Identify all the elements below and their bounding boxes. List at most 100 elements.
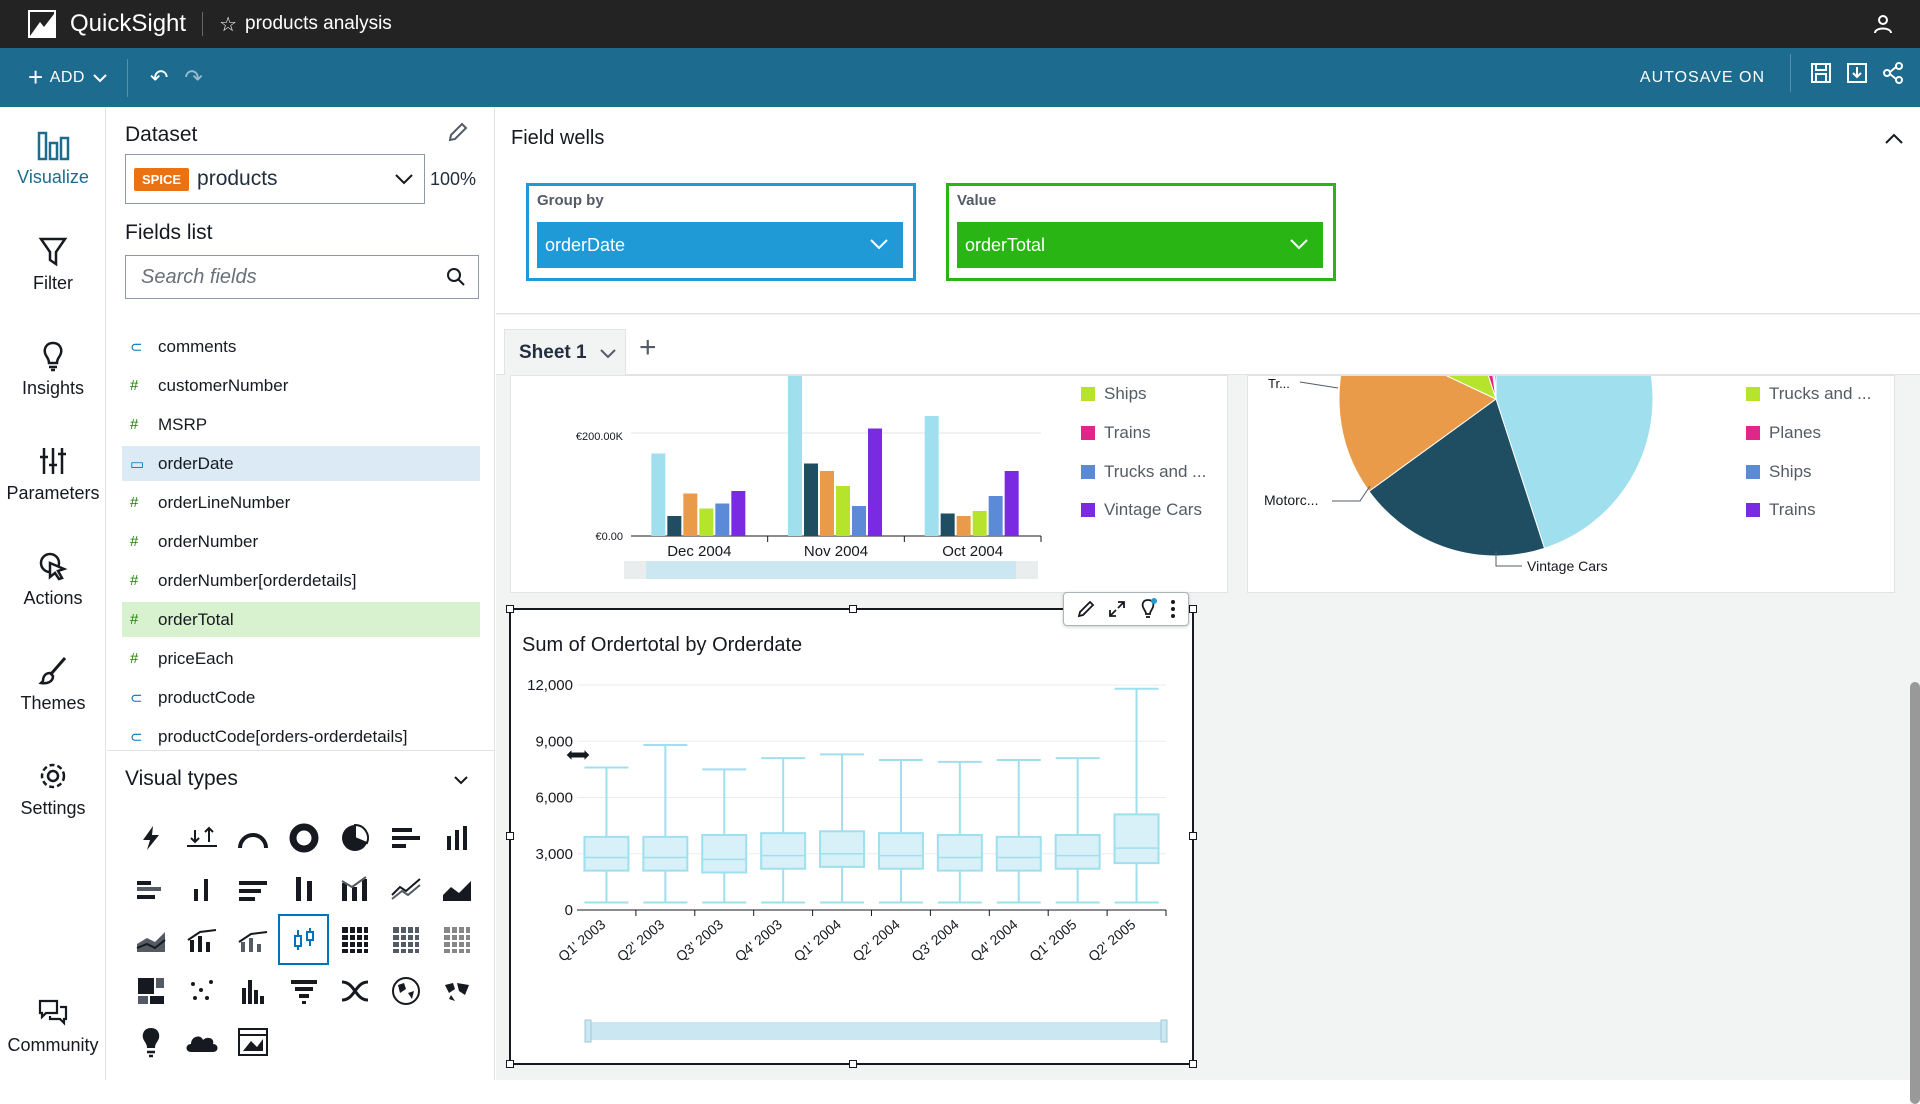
quicksight-logo-icon[interactable]	[28, 10, 56, 38]
redo-icon[interactable]: ↷	[184, 64, 203, 90]
sheet-tab[interactable]: Sheet 1	[504, 329, 626, 375]
visual-types-header[interactable]: Visual types	[125, 767, 479, 791]
stacked-area-icon[interactable]	[125, 914, 176, 965]
lightbulb-icon[interactable]	[1138, 598, 1158, 620]
legend-item[interactable]: Trucks and ...	[1746, 384, 1871, 404]
legend-item[interactable]: Trains	[1746, 500, 1816, 520]
field-item[interactable]: ⊂ comments	[122, 329, 480, 364]
histogram-icon[interactable]	[227, 965, 278, 1016]
scatter-plot-icon[interactable]	[176, 965, 227, 1016]
more-options-icon[interactable]	[1169, 599, 1177, 619]
share-icon[interactable]	[1882, 62, 1904, 84]
stacked-bar-icon[interactable]	[227, 863, 278, 914]
filled-map-icon[interactable]	[431, 965, 482, 1016]
search-fields-input[interactable]: Search fields	[125, 255, 479, 299]
vertical-bar-icon[interactable]	[431, 812, 482, 863]
nav-settings[interactable]: Settings	[0, 760, 106, 819]
resize-handle[interactable]	[1189, 1060, 1197, 1068]
nav-community[interactable]: Community	[0, 997, 106, 1056]
box-plot-icon[interactable]	[278, 914, 329, 965]
box-plot-visual[interactable]: Sum of Ordertotal by Orderdate 0 3,000 6,0…	[506, 592, 1197, 1068]
horizontal-bar-icon[interactable]	[380, 812, 431, 863]
sankey-icon[interactable]	[329, 965, 380, 1016]
resize-handle[interactable]	[506, 605, 514, 613]
word-cloud-icon[interactable]	[176, 1016, 227, 1067]
resize-handle[interactable]	[1189, 832, 1197, 840]
chevron-up-icon[interactable]	[1884, 133, 1904, 145]
legend-item[interactable]: Trains	[1081, 423, 1151, 443]
donut-chart-icon[interactable]	[278, 812, 329, 863]
combo-chart-icon[interactable]	[329, 863, 380, 914]
group-by-well[interactable]: Group by orderDate	[526, 183, 916, 281]
pencil-icon[interactable]	[447, 121, 469, 143]
nav-themes[interactable]: Themes	[0, 655, 106, 714]
nav-parameters[interactable]: Parameters	[0, 445, 106, 504]
value-field[interactable]: orderTotal	[957, 222, 1323, 268]
autograph-icon[interactable]	[125, 812, 176, 863]
visual-title[interactable]: Sum of Ordertotal by Orderdate	[522, 634, 803, 656]
nav-actions[interactable]: Actions	[0, 550, 106, 609]
legend-item[interactable]: Trucks and ...	[1081, 462, 1206, 482]
nav-visualize[interactable]: Visualize	[0, 129, 106, 188]
group-by-field[interactable]: orderDate	[537, 222, 903, 268]
pivot-table-icon[interactable]	[329, 914, 380, 965]
line-bar-icon[interactable]	[227, 914, 278, 965]
star-icon[interactable]: ☆	[219, 13, 237, 36]
legend-item[interactable]: Ships	[1746, 462, 1812, 482]
field-item[interactable]: # orderNumber[orderdetails]	[122, 563, 480, 598]
value-well[interactable]: Value orderTotal	[946, 183, 1336, 281]
bar-chart-visual[interactable]: €0.00 €200.00K Dec 2004 Nov 2004 Oct 2004 Sh…	[510, 375, 1228, 593]
undo-icon[interactable]: ↶	[149, 64, 169, 90]
field-item[interactable]: # orderLineNumber	[122, 485, 480, 520]
legend-item[interactable]: Planes	[1746, 423, 1821, 443]
field-item[interactable]: # customerNumber	[122, 368, 480, 403]
pie-chart-visual[interactable]: Tr... Motorc... Vintage Cars Trucks and …	[1247, 375, 1895, 593]
resize-handle[interactable]	[1189, 605, 1197, 613]
area-chart-icon[interactable]	[431, 863, 482, 914]
clustered-bar-icon[interactable]	[125, 863, 176, 914]
pencil-icon[interactable]	[1076, 599, 1096, 619]
add-sheet-button[interactable]: +	[639, 331, 657, 364]
brand-name[interactable]: QuickSight	[70, 10, 187, 37]
chevron-down-icon[interactable]	[599, 348, 617, 360]
resize-handle[interactable]	[849, 1060, 857, 1068]
nav-insights[interactable]: Insights	[0, 340, 106, 399]
table-icon[interactable]	[380, 914, 431, 965]
field-item[interactable]: # priceEach	[122, 641, 480, 676]
field-item[interactable]: # MSRP	[122, 407, 480, 442]
page-scrollbar[interactable]	[1910, 682, 1920, 1104]
analysis-name[interactable]: products analysis	[245, 13, 392, 34]
dataset-select[interactable]: SPICE products	[125, 154, 425, 204]
user-icon[interactable]	[1872, 13, 1894, 35]
stacked-column-icon[interactable]	[278, 863, 329, 914]
resize-handle[interactable]	[849, 605, 857, 613]
nav-filter[interactable]: Filter	[0, 235, 106, 294]
download-icon[interactable]	[1846, 62, 1868, 84]
heat-map-icon[interactable]	[431, 914, 482, 965]
autosave-status[interactable]: AUTOSAVE ON	[1639, 68, 1765, 86]
resize-handle[interactable]	[506, 832, 514, 840]
gauge-icon[interactable]	[227, 812, 278, 863]
field-item-selected[interactable]: ▭ orderDate	[122, 446, 480, 481]
geo-map-icon[interactable]	[380, 965, 431, 1016]
line-chart-icon[interactable]	[380, 863, 431, 914]
field-item[interactable]: ⊂ productCode[orders-orderdetails]	[122, 719, 480, 754]
expand-icon[interactable]	[1107, 599, 1127, 619]
custom-visual-icon[interactable]	[227, 1016, 278, 1067]
clustered-column-icon[interactable]	[176, 863, 227, 914]
legend-item[interactable]: Ships	[1081, 384, 1147, 404]
box	[995, 835, 1042, 872]
legend-item[interactable]: Vintage Cars	[1081, 500, 1202, 520]
insight-icon[interactable]	[125, 1016, 176, 1067]
field-item[interactable]: # orderNumber	[122, 524, 480, 559]
tree-map-icon[interactable]	[125, 965, 176, 1016]
funnel-chart-icon[interactable]	[278, 965, 329, 1016]
pie-chart-icon[interactable]	[329, 812, 380, 863]
kpi-icon[interactable]	[176, 812, 227, 863]
save-icon[interactable]	[1810, 62, 1832, 84]
field-item-selected[interactable]: # orderTotal	[122, 602, 480, 637]
add-button[interactable]: + ADD	[28, 62, 107, 93]
field-item[interactable]: ⊂ productCode	[122, 680, 480, 715]
resize-handle[interactable]	[506, 1060, 514, 1068]
bar-line-icon[interactable]	[176, 914, 227, 965]
